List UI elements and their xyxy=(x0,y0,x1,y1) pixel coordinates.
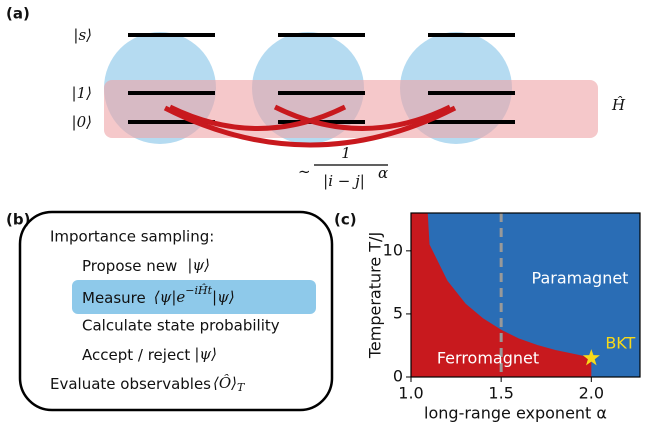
y-tick-label: 5 xyxy=(393,303,403,322)
region-label: Ferromagnet xyxy=(437,349,539,368)
plot-frame xyxy=(410,212,641,378)
step-text: Propose new xyxy=(82,257,177,275)
coupling-exponent: α xyxy=(378,164,388,182)
levels xyxy=(128,33,515,124)
highlight xyxy=(72,280,316,314)
step: Propose new |ψ⟩ xyxy=(82,256,210,275)
region-label: Paramagnet xyxy=(532,269,629,288)
step: Evaluate observables ⟨Ô⟩T xyxy=(50,374,246,394)
step-subscript: T xyxy=(237,381,246,394)
x-tick-label: 2.0 xyxy=(579,384,604,403)
x-tick-label: 1.0 xyxy=(398,384,423,403)
step-text: Measure xyxy=(82,289,146,307)
hamiltonian-symbol: Ĥ xyxy=(611,96,626,114)
step: Accept / reject |ψ⟩ xyxy=(82,345,217,364)
coupling-prefix: ~ xyxy=(298,163,311,181)
panel-label: (c) xyxy=(334,211,357,229)
y-tick-label: 0 xyxy=(393,367,403,386)
bkt-point xyxy=(582,349,600,366)
ferromagnet-region xyxy=(411,213,592,377)
step-math: |ψ⟩ xyxy=(194,345,217,363)
state-label: |1⟩ xyxy=(72,84,92,102)
step-math: |ψ⟩ xyxy=(212,288,235,306)
coupling-denominator: |i − j| xyxy=(323,172,365,190)
coupling-numerator: 1 xyxy=(341,144,351,162)
state-label: |s⟩ xyxy=(73,26,92,44)
step-math: |ψ⟩ xyxy=(187,256,210,274)
algorithm-box xyxy=(18,210,334,412)
bkt-label: BKT xyxy=(605,334,635,353)
step: Measure ⟨ψ|e−iĤt|ψ⟩ xyxy=(82,283,235,307)
panel-label: (a) xyxy=(6,5,30,23)
phase-boundary xyxy=(426,212,592,359)
x-axis-label: long-range exponent α xyxy=(424,404,607,423)
x-tick-label: 1.5 xyxy=(488,384,513,403)
heading: Importance sampling: xyxy=(50,228,214,246)
step-math: ⟨Ô⟩ xyxy=(213,374,237,392)
step-math: ⟨ψ|e xyxy=(154,288,186,306)
y-tick-label: 10 xyxy=(383,240,403,259)
step-exponent: −iĤt xyxy=(185,283,212,297)
step-text: Accept / reject xyxy=(82,346,190,364)
couplings xyxy=(163,104,457,148)
panel-label: (b) xyxy=(6,211,30,229)
step: Calculate state probability xyxy=(82,317,280,335)
y-axis-label: Temperature T/J xyxy=(366,232,385,359)
state-label: |0⟩ xyxy=(72,113,92,131)
step-text: Evaluate observables xyxy=(50,375,211,393)
